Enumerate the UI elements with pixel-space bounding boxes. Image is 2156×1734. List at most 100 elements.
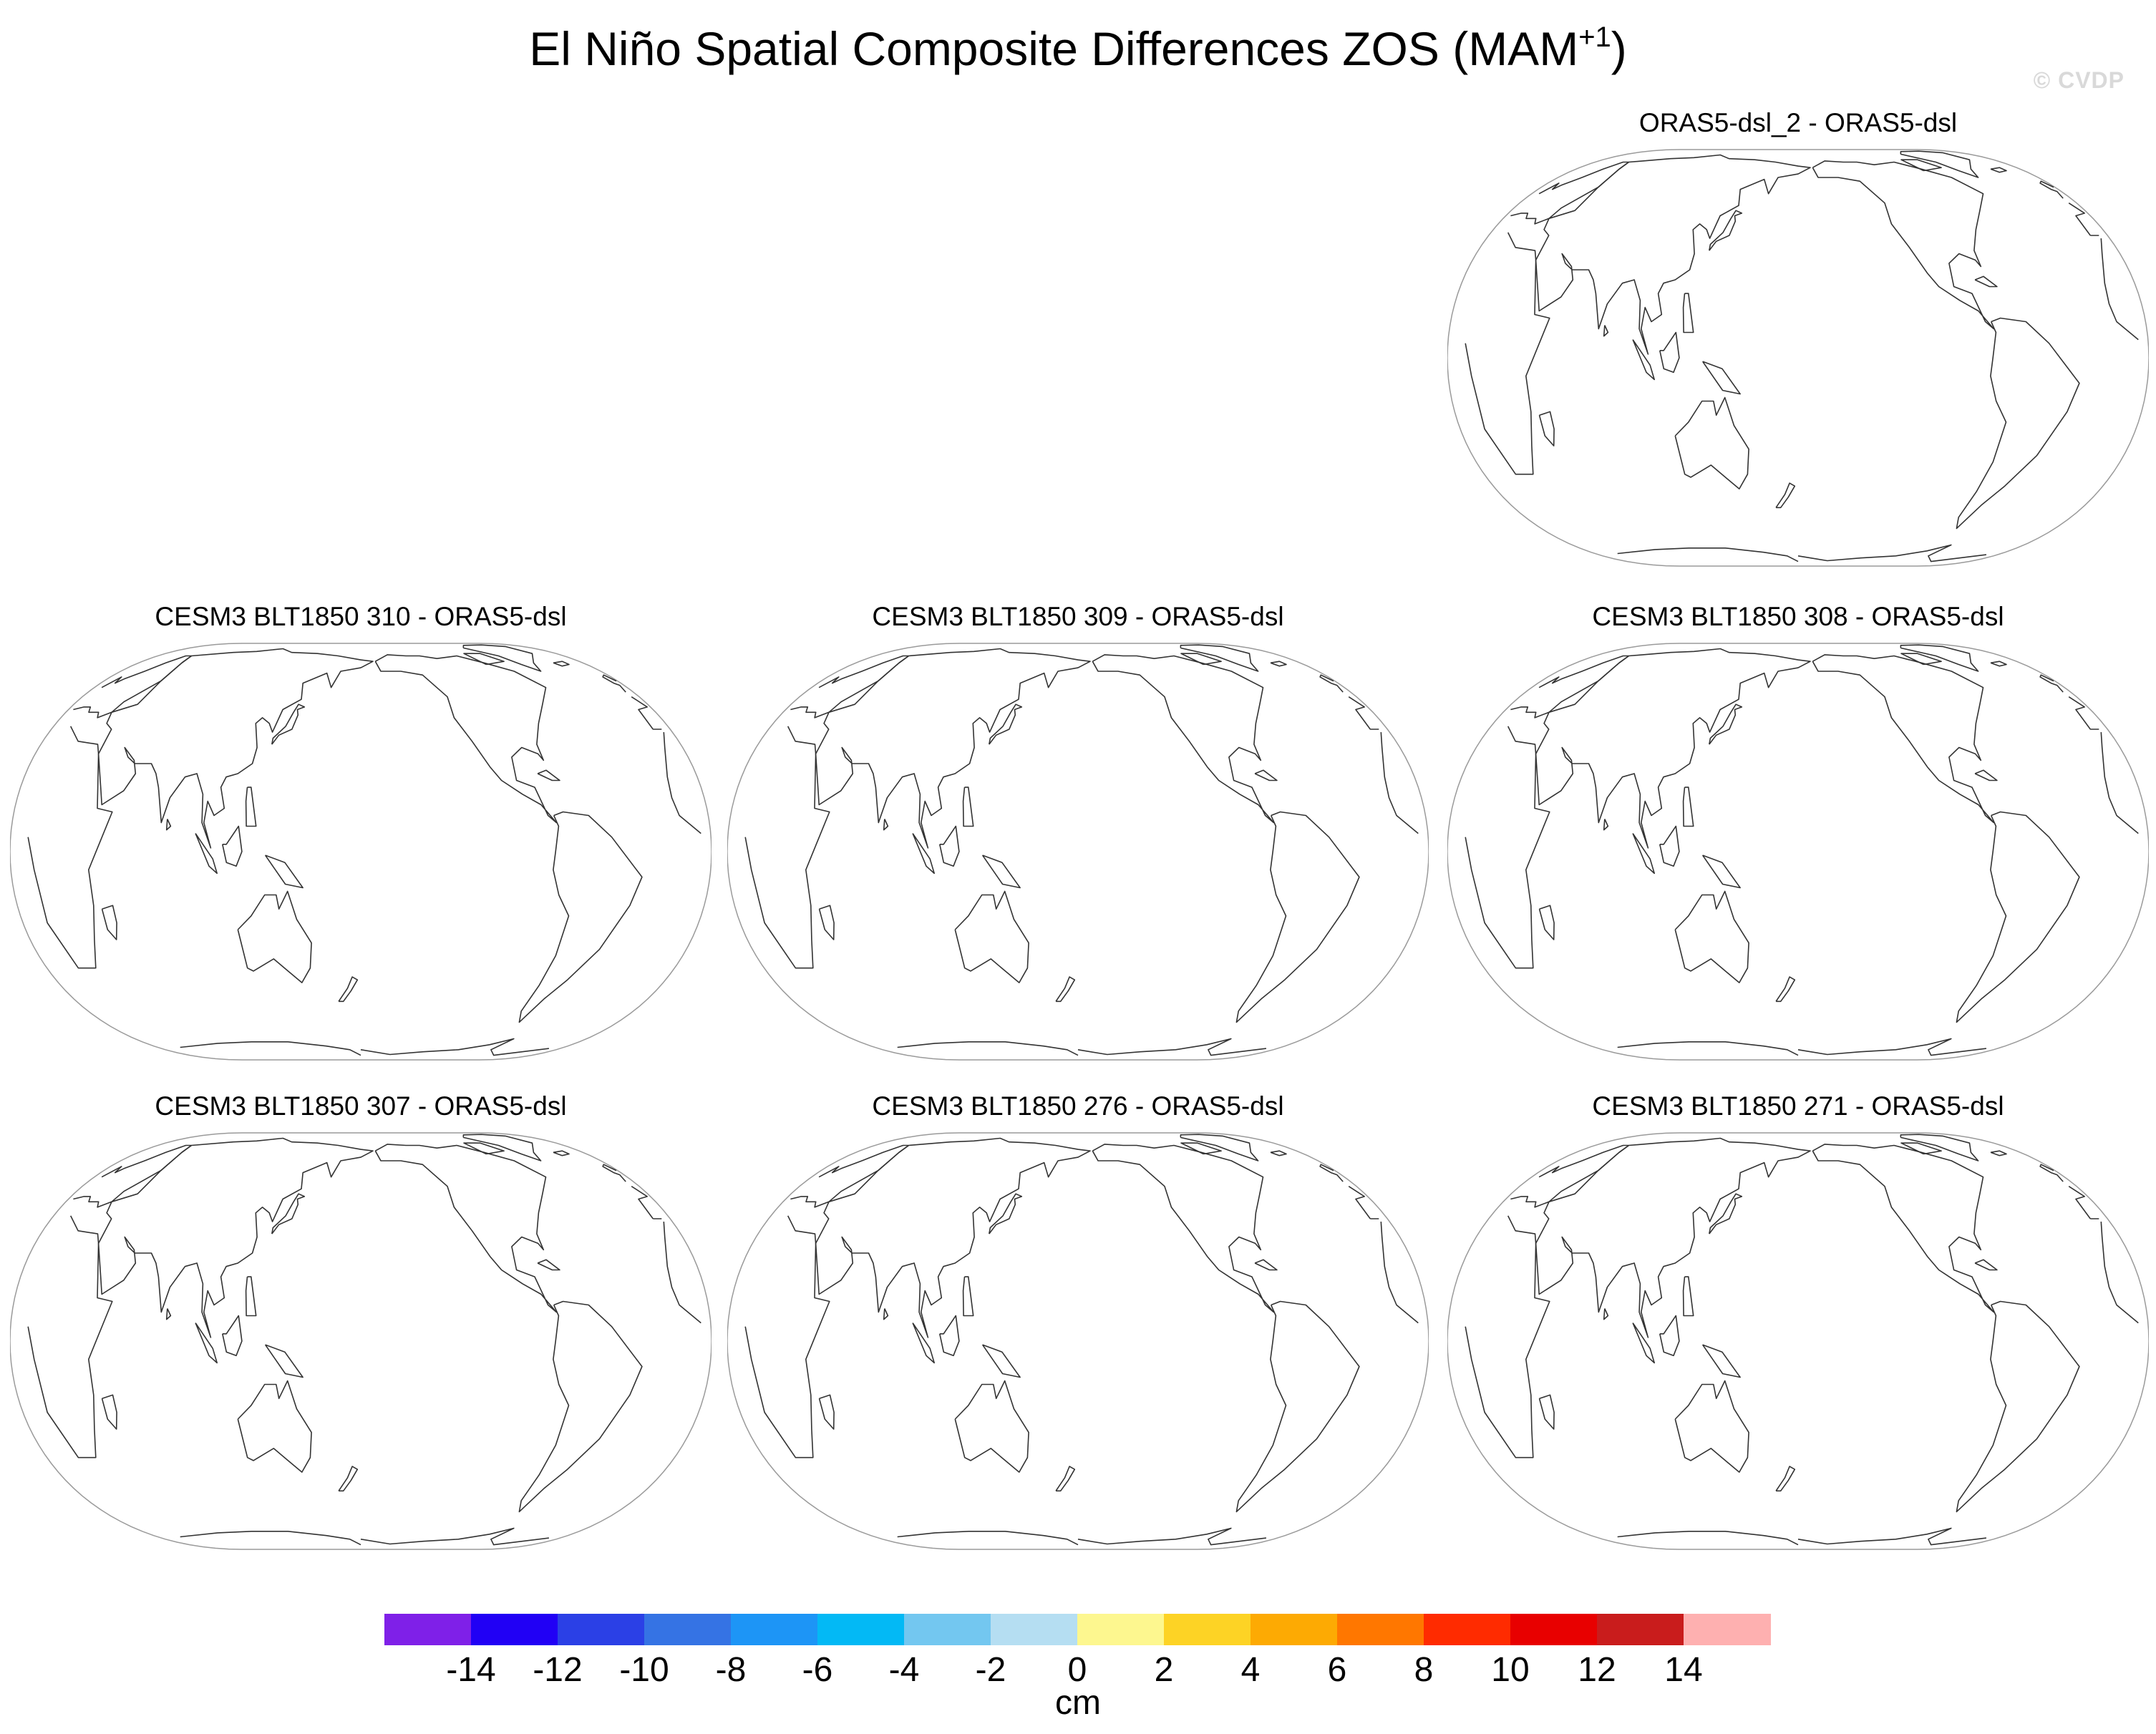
coastline [1709,1193,1743,1234]
coastline [1632,339,1655,381]
panel-title: CESM3 BLT1850 307 - ORAS5-dsl [155,1091,567,1121]
coastline [195,833,218,875]
panel-title: CESM3 BLT1850 276 - ORAS5-dsl [872,1091,1284,1121]
colorbar-tick-label: -4 [888,1651,920,1689]
colorbar-box [731,1614,818,1645]
coastline [1956,811,2080,1023]
colorbar-box [1424,1614,1511,1645]
coastline [374,1144,558,1313]
coastline [815,1137,1091,1338]
coastline [1510,1144,2099,1219]
map-boundary [10,643,712,1061]
map-panel: CESM3 BLT1850 308 - ORAS5-dsl [1447,601,2149,1073]
coastline [1092,1144,1275,1313]
coastline [27,726,701,969]
coastline [1270,1150,1287,1156]
coastline [912,833,935,875]
coastline [818,1394,835,1430]
map-boundary [1447,643,2149,1061]
coastline [2039,674,2064,693]
coastline [1990,661,2007,667]
coastline [1682,786,1694,827]
coastline [1319,1164,1344,1182]
cvdp-watermark: © CVDP [2033,67,2125,93]
coastline [1974,276,1998,288]
colorbar-box [1684,1614,1771,1645]
coastline [1510,655,2099,730]
coastline [1900,653,1942,666]
coastline [245,786,257,827]
coastline [1775,482,1796,509]
figure-title: El Niño Spatial Composite Differences ZO… [0,20,2156,77]
coastline [1775,1466,1796,1492]
coastline [1659,331,1680,374]
coastline [1900,644,1979,672]
coastline [1180,1142,1222,1155]
colorbar-tick-label: 8 [1414,1651,1434,1689]
coastline [462,1134,542,1161]
map-boundary [727,1132,1429,1550]
coastline [180,1527,549,1546]
coastline [1535,1137,1811,1338]
coastline [1535,154,1811,355]
panel-title: ORAS5-dsl_2 - ORAS5-dsl [1638,108,1958,137]
coastline [1603,325,1609,337]
coastline [962,1276,974,1317]
coastline [27,1215,701,1458]
coastline [790,1144,1379,1219]
coastline [73,655,662,730]
map-boundary [1447,149,2149,567]
coastline [1682,293,1694,333]
coastline [602,674,626,693]
coastline [1465,726,2139,969]
coastline [165,1308,172,1320]
coastline [815,648,1091,849]
colorbar-tick-label: -12 [533,1651,583,1689]
colorbar-tick-label: 0 [1067,1651,1087,1689]
coastline [1319,674,1344,693]
world-map [727,1132,1429,1550]
coastline [463,1142,505,1155]
coastline [245,1276,257,1317]
colorbar-tick-label: -10 [619,1651,669,1689]
coastline [1900,150,1979,178]
coastline [1180,644,1259,672]
coastline [1956,317,2080,530]
coastline [271,703,306,745]
coastline [1900,1134,1979,1161]
colorbar-tick-label: -8 [715,1651,747,1689]
coastline [180,1038,549,1056]
coastline [1180,1134,1259,1161]
colorbar-box [1164,1614,1251,1645]
coastline [1682,1276,1694,1317]
colorbar-box [817,1614,905,1645]
coastline [222,825,243,867]
coastline [1974,1259,1998,1271]
coastline [939,825,960,867]
coastline [553,661,570,667]
coastline [1709,210,1743,251]
coastline [744,726,1419,969]
panel-title: CESM3 BLT1850 309 - ORAS5-dsl [872,602,1284,631]
coastline [790,655,1379,730]
colorbar-box [644,1614,732,1645]
coastline [2039,180,2064,199]
map-panel: CESM3 BLT1850 309 - ORAS5-dsl [727,601,1429,1073]
coastline [981,1344,1021,1378]
coastline [1538,1394,1555,1430]
coastline [518,811,643,1023]
coastline [962,786,974,827]
coastline [338,976,359,1003]
coastline [1659,1315,1680,1357]
coastline [165,819,172,831]
colorbar-tick-label: -14 [446,1651,496,1689]
coastline [1812,654,1995,824]
coastline [897,1038,1266,1056]
world-map [10,643,712,1061]
coastline [374,654,558,824]
coastline [237,890,312,983]
coastline [1900,159,1942,172]
panel-title: CESM3 BLT1850 310 - ORAS5-dsl [155,602,567,631]
coastline [101,905,117,940]
coastline [1465,232,2139,475]
